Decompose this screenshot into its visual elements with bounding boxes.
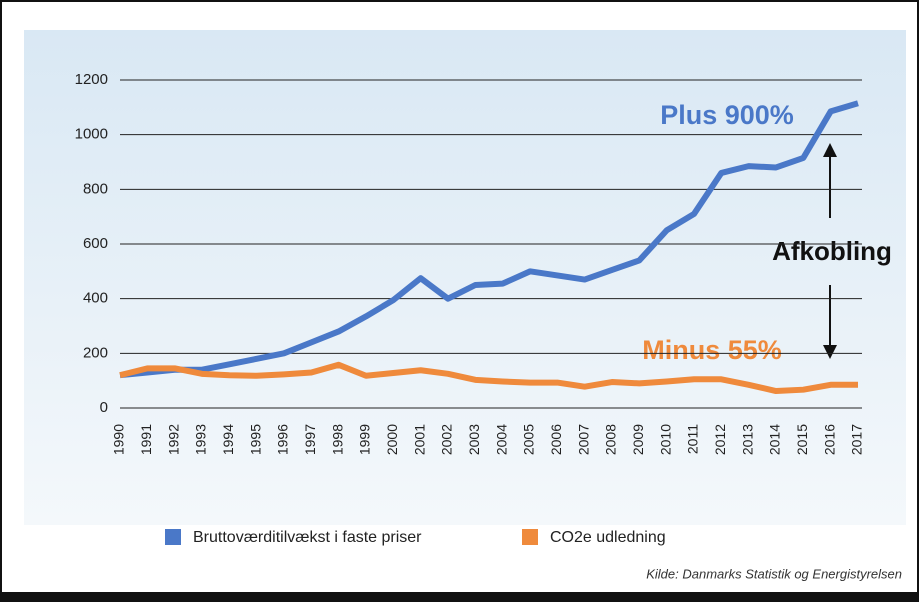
x-tick-label: 1998 — [329, 424, 345, 455]
series-line — [119, 361, 858, 395]
series-line — [119, 100, 859, 379]
x-tick-label: 2005 — [521, 424, 537, 455]
annotation: Plus 900% — [660, 100, 794, 130]
x-tick-label: 2017 — [849, 424, 865, 455]
x-tick-label: 2012 — [712, 424, 728, 455]
x-tick-label: 1990 — [111, 424, 127, 455]
x-tick-label: 2009 — [630, 424, 646, 455]
x-tick-label: 2015 — [794, 424, 810, 455]
x-tick-label: 2001 — [411, 424, 427, 455]
x-tick-label: 2010 — [657, 424, 673, 455]
x-tick-label: 2013 — [739, 424, 755, 455]
x-tick-label: 1997 — [302, 424, 318, 455]
x-tick-label: 1991 — [138, 424, 154, 455]
y-tick-label: 1000 — [75, 126, 108, 143]
x-tick-label: 1992 — [165, 424, 181, 455]
annotation: Minus 55% — [642, 335, 782, 365]
y-tick-label: 400 — [83, 290, 108, 307]
x-tick-label: 1995 — [247, 424, 263, 455]
x-tick-label: 2003 — [466, 424, 482, 455]
legend-label: CO2e udledning — [550, 529, 666, 546]
bottom-bar — [0, 592, 919, 602]
x-tick-label: 2002 — [439, 424, 455, 455]
legend-swatch — [522, 529, 538, 545]
x-tick-label: 2000 — [384, 424, 400, 455]
x-tick-label: 2008 — [603, 424, 619, 455]
y-tick-label: 1200 — [75, 71, 108, 88]
annotation: Afkobling — [772, 236, 892, 266]
legend-swatch — [165, 529, 181, 545]
y-tick-label: 0 — [100, 399, 108, 416]
legend-label: Bruttoværditilvækst i faste priser — [193, 529, 422, 546]
x-tick-label: 2006 — [548, 424, 564, 455]
x-tick-label: 2007 — [575, 424, 591, 455]
y-tick-label: 800 — [83, 180, 108, 197]
x-tick-label: 1993 — [193, 424, 209, 455]
x-tick-label: 2014 — [767, 424, 783, 455]
x-tick-label: 2016 — [821, 424, 837, 455]
x-tick-label: 1996 — [275, 424, 291, 455]
x-tick-label: 2004 — [493, 424, 509, 455]
y-tick-label: 600 — [83, 235, 108, 252]
plot-background — [24, 30, 906, 525]
x-tick-label: 1994 — [220, 424, 236, 455]
x-tick-label: 2011 — [685, 424, 701, 454]
source: Kilde: Danmarks Statistik og Energistyre… — [646, 566, 902, 581]
y-tick-label: 200 — [83, 344, 108, 361]
x-tick-label: 1999 — [357, 424, 373, 455]
